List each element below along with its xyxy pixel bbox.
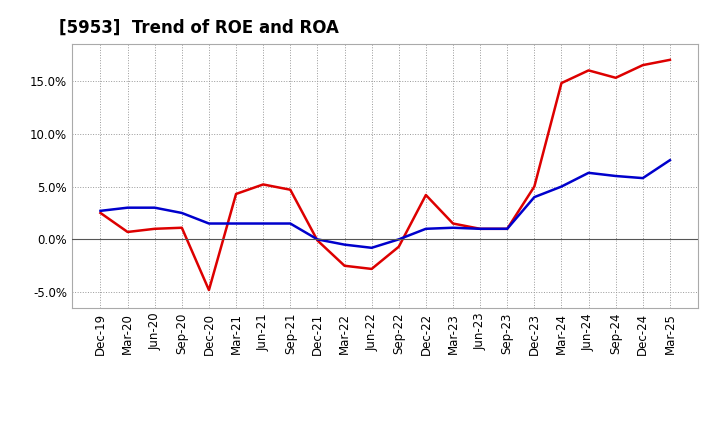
ROE bbox=[639, 62, 647, 68]
ROE bbox=[449, 221, 457, 226]
ROA bbox=[341, 242, 349, 247]
Line: ROA: ROA bbox=[101, 160, 670, 248]
ROE bbox=[123, 229, 132, 235]
ROE bbox=[611, 75, 620, 81]
ROE bbox=[421, 192, 430, 198]
ROE bbox=[530, 184, 539, 189]
ROE bbox=[259, 182, 268, 187]
ROA bbox=[204, 221, 213, 226]
ROE bbox=[96, 210, 105, 216]
ROE bbox=[367, 266, 376, 271]
ROA bbox=[665, 158, 674, 163]
ROA bbox=[367, 245, 376, 250]
Text: [5953]  Trend of ROE and ROA: [5953] Trend of ROE and ROA bbox=[60, 19, 339, 37]
ROA bbox=[96, 208, 105, 213]
ROE bbox=[150, 226, 159, 231]
ROE bbox=[341, 263, 349, 268]
ROA bbox=[395, 237, 403, 242]
Line: ROE: ROE bbox=[101, 60, 670, 290]
ROE bbox=[503, 226, 511, 231]
ROE bbox=[476, 226, 485, 231]
ROA bbox=[232, 221, 240, 226]
ROA bbox=[557, 184, 566, 189]
ROA bbox=[421, 226, 430, 231]
ROA bbox=[286, 221, 294, 226]
ROE bbox=[178, 225, 186, 231]
ROA bbox=[123, 205, 132, 210]
ROA bbox=[639, 176, 647, 181]
ROE bbox=[395, 244, 403, 249]
ROA bbox=[178, 210, 186, 216]
ROE bbox=[584, 68, 593, 73]
ROE bbox=[665, 57, 674, 62]
ROE bbox=[557, 81, 566, 86]
ROA bbox=[150, 205, 159, 210]
ROA bbox=[313, 237, 322, 242]
ROE bbox=[232, 191, 240, 197]
ROA bbox=[584, 170, 593, 176]
ROA bbox=[259, 221, 268, 226]
ROA bbox=[530, 194, 539, 200]
ROE bbox=[286, 187, 294, 192]
ROA bbox=[449, 225, 457, 231]
ROA bbox=[503, 226, 511, 231]
ROE bbox=[313, 238, 322, 243]
ROA bbox=[611, 173, 620, 179]
ROE bbox=[204, 287, 213, 293]
ROA bbox=[476, 226, 485, 231]
